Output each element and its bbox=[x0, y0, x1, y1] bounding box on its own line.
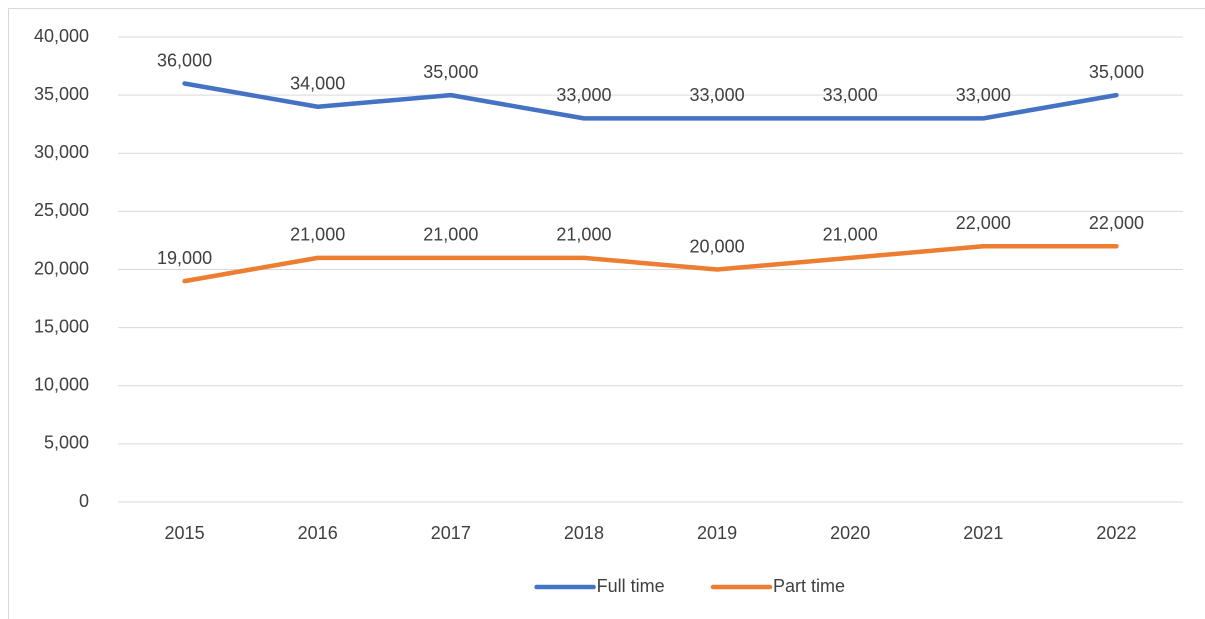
legend-label: Full time bbox=[597, 576, 665, 596]
x-tick-label: 2020 bbox=[830, 523, 870, 543]
data-label: 19,000 bbox=[157, 248, 212, 268]
data-label: 21,000 bbox=[423, 225, 478, 245]
chart-border bbox=[8, 8, 1205, 619]
x-tick-label: 2021 bbox=[963, 523, 1003, 543]
y-tick-label: 30,000 bbox=[34, 142, 89, 162]
y-tick-label: 10,000 bbox=[34, 375, 89, 395]
y-tick-label: 15,000 bbox=[34, 316, 89, 336]
y-tick-label: 35,000 bbox=[34, 84, 89, 104]
data-label: 33,000 bbox=[690, 85, 745, 105]
data-label: 22,000 bbox=[956, 213, 1011, 233]
data-label: 20,000 bbox=[690, 236, 745, 256]
data-label: 21,000 bbox=[556, 225, 611, 245]
y-tick-label: 40,000 bbox=[34, 26, 89, 46]
y-tick-label: 5,000 bbox=[44, 433, 89, 453]
y-tick-label: 0 bbox=[79, 491, 89, 511]
data-label: 35,000 bbox=[1089, 62, 1144, 82]
x-tick-label: 2015 bbox=[165, 523, 205, 543]
x-tick-label: 2016 bbox=[298, 523, 338, 543]
data-label: 33,000 bbox=[956, 85, 1011, 105]
data-label: 33,000 bbox=[823, 85, 878, 105]
x-tick-label: 2017 bbox=[431, 523, 471, 543]
y-tick-label: 25,000 bbox=[34, 200, 89, 220]
x-tick-label: 2018 bbox=[564, 523, 604, 543]
data-label: 21,000 bbox=[823, 225, 878, 245]
legend-label: Part time bbox=[773, 576, 845, 596]
series-line bbox=[182, 81, 1119, 121]
data-label: 36,000 bbox=[157, 50, 212, 70]
series-line bbox=[182, 244, 1119, 284]
x-tick-label: 2022 bbox=[1096, 523, 1136, 543]
data-label: 33,000 bbox=[556, 85, 611, 105]
data-label: 34,000 bbox=[290, 74, 345, 94]
data-label: 21,000 bbox=[290, 225, 345, 245]
y-tick-label: 20,000 bbox=[34, 258, 89, 278]
x-tick-label: 2019 bbox=[697, 523, 737, 543]
data-label: 22,000 bbox=[1089, 213, 1144, 233]
data-label: 35,000 bbox=[423, 62, 478, 82]
